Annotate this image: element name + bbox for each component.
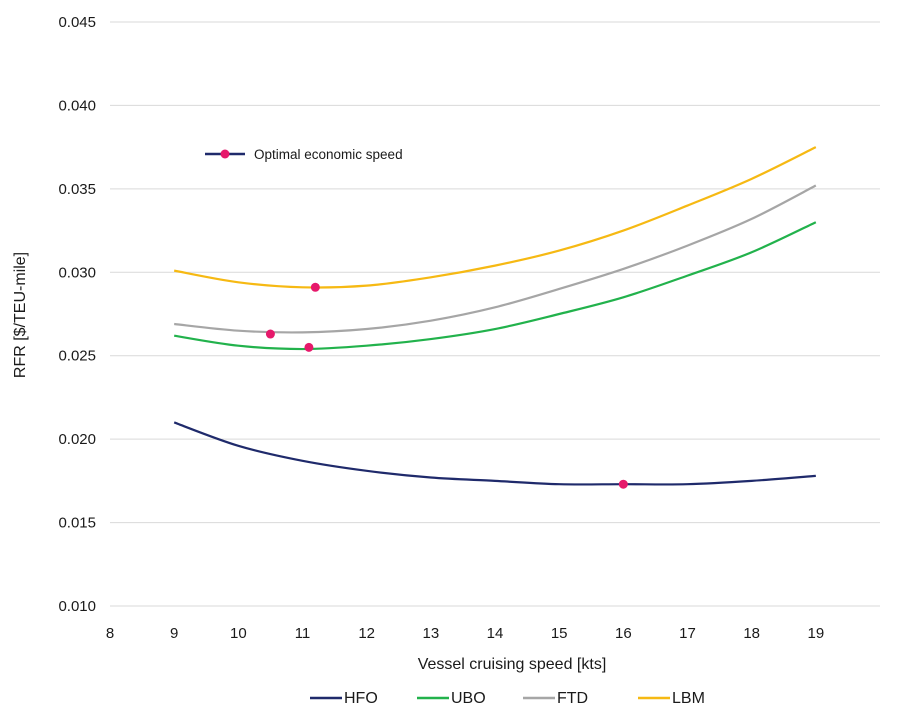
optimum-points: [265, 282, 628, 489]
legend-label-ubo: UBO: [451, 690, 486, 707]
y-tick-label: 0.025: [58, 348, 96, 365]
legend-label-ftd: FTD: [557, 690, 588, 707]
legend: HFO UBO FTD LBM: [310, 690, 705, 707]
legend-label-lbm: LBM: [672, 690, 705, 707]
series-line-hfo: [173, 421, 816, 486]
x-tick-label: 19: [807, 625, 824, 642]
x-tick-label: 12: [358, 625, 375, 642]
y-tick-label: 0.020: [58, 431, 96, 448]
x-tick-label: 13: [422, 625, 439, 642]
series-lines: [173, 146, 817, 486]
optimum-point-ftd: [265, 329, 275, 339]
y-tick-label: 0.015: [58, 515, 96, 532]
legend-label-hfo: HFO: [344, 690, 378, 707]
y-tick-label: 0.045: [58, 14, 96, 31]
x-tick-label: 15: [551, 625, 568, 642]
x-tick-labels: 8 9 10 11 12 13 14 15 16 17 18 19: [106, 625, 824, 642]
x-tick-label: 10: [230, 625, 247, 642]
y-tick-label: 0.040: [58, 97, 96, 114]
series-line-lbm: [173, 146, 817, 289]
x-tick-label: 8: [106, 625, 114, 642]
x-tick-label: 11: [295, 625, 311, 642]
optimum-point-lbm: [310, 282, 320, 292]
x-tick-label: 17: [679, 625, 696, 642]
y-axis-title: RFR [$/TEU-mile]: [12, 252, 29, 378]
series-line-ubo: [173, 221, 817, 351]
annotation-legend: Optimal economic speed: [205, 147, 403, 162]
x-axis-title: Vessel cruising speed [kts]: [418, 656, 607, 673]
x-tick-label: 14: [487, 625, 504, 642]
optimum-point-hfo: [618, 479, 628, 489]
gridlines: [110, 21, 880, 607]
annotation-text: Optimal economic speed: [254, 147, 403, 162]
x-tick-label: 18: [743, 625, 760, 642]
optimum-point-ubo: [304, 342, 314, 352]
y-tick-label: 0.010: [58, 598, 96, 615]
y-tick-label: 0.035: [58, 181, 96, 198]
x-tick-label: 9: [170, 625, 178, 642]
y-tick-label: 0.030: [58, 264, 96, 281]
series-line-ftd: [174, 184, 817, 334]
annotation-marker: [220, 149, 230, 159]
y-tick-labels: 0.010 0.015 0.020 0.025 0.030 0.035 0.040 0.045: [58, 14, 96, 615]
x-tick-label: 16: [615, 625, 632, 642]
